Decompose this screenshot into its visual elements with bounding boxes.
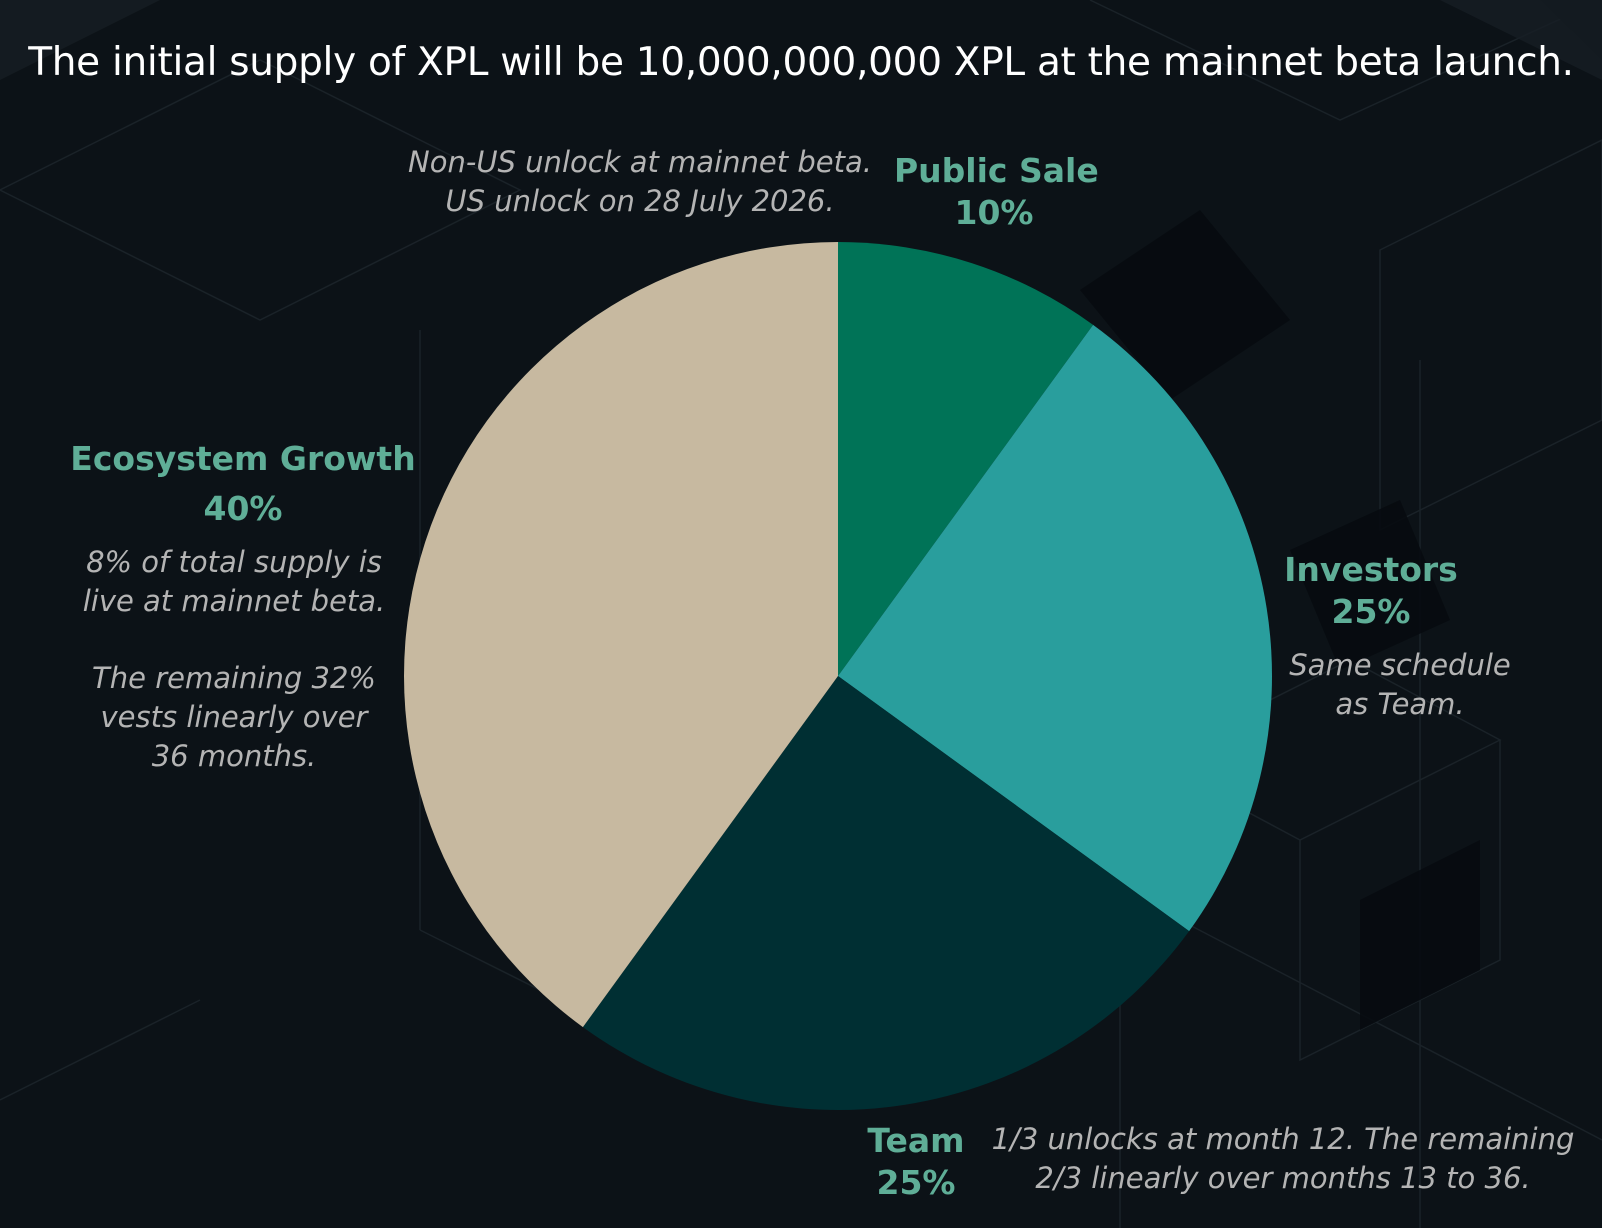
note-ecosystem-growth-line-3: The remaining 32% bbox=[92, 661, 376, 695]
pie-slice-public-sale bbox=[838, 242, 1094, 676]
slice-label-ecosystem-growth-value: 40% bbox=[203, 489, 283, 528]
pie-slice-team bbox=[582, 676, 1190, 1110]
slice-label-ecosystem-growth-name: Ecosystem Growth bbox=[70, 439, 416, 478]
slice-label-investors: Investors 25% bbox=[1261, 549, 1481, 633]
note-ecosystem-growth-line-4: vests linearly over bbox=[100, 700, 368, 734]
note-ecosystem-growth-line-1: 8% of total supply is bbox=[86, 545, 382, 579]
slice-label-public-sale-value: 10% bbox=[954, 193, 1034, 232]
chart-title: The initial supply of XPL will be 10,000… bbox=[28, 40, 1574, 85]
note-team-line-2: 2/3 linearly over months 13 to 36. bbox=[1035, 1161, 1531, 1195]
pie-slice-investors bbox=[838, 324, 1272, 932]
slice-label-public-sale: Public Sale 10% bbox=[894, 150, 1099, 234]
note-investors-line-2: as Team. bbox=[1335, 687, 1465, 721]
note-ecosystem-growth-line-5: 36 months. bbox=[151, 739, 317, 773]
note-investors: Same schedule as Team. bbox=[1260, 646, 1540, 724]
slice-label-ecosystem-growth: Ecosystem Growth 40% bbox=[63, 434, 423, 534]
pie-slice-ecosystem-growth bbox=[404, 241, 838, 1028]
slice-label-team-value: 25% bbox=[876, 1163, 956, 1202]
slice-label-team-name: Team bbox=[867, 1121, 965, 1160]
note-investors-line-1: Same schedule bbox=[1289, 648, 1511, 682]
note-team-line-1: 1/3 unlocks at month 12. The remaining bbox=[991, 1122, 1575, 1156]
note-public-sale: Non-US unlock at mainnet beta. US unlock… bbox=[380, 143, 900, 221]
note-ecosystem-growth-gap bbox=[64, 621, 404, 659]
note-ecosystem-growth: 8% of total supply is live at mainnet be… bbox=[64, 543, 404, 776]
slice-label-team: Team 25% bbox=[856, 1120, 976, 1204]
note-team: 1/3 unlocks at month 12. The remaining 2… bbox=[978, 1120, 1588, 1198]
slice-label-investors-value: 25% bbox=[1331, 592, 1411, 631]
slice-label-public-sale-name: Public Sale bbox=[894, 151, 1099, 190]
note-ecosystem-growth-line-2: live at mainnet beta. bbox=[82, 584, 386, 618]
note-public-sale-line-2: US unlock on 28 July 2026. bbox=[445, 184, 835, 218]
note-public-sale-line-1: Non-US unlock at mainnet beta. bbox=[408, 145, 872, 179]
slice-label-investors-name: Investors bbox=[1284, 550, 1458, 589]
